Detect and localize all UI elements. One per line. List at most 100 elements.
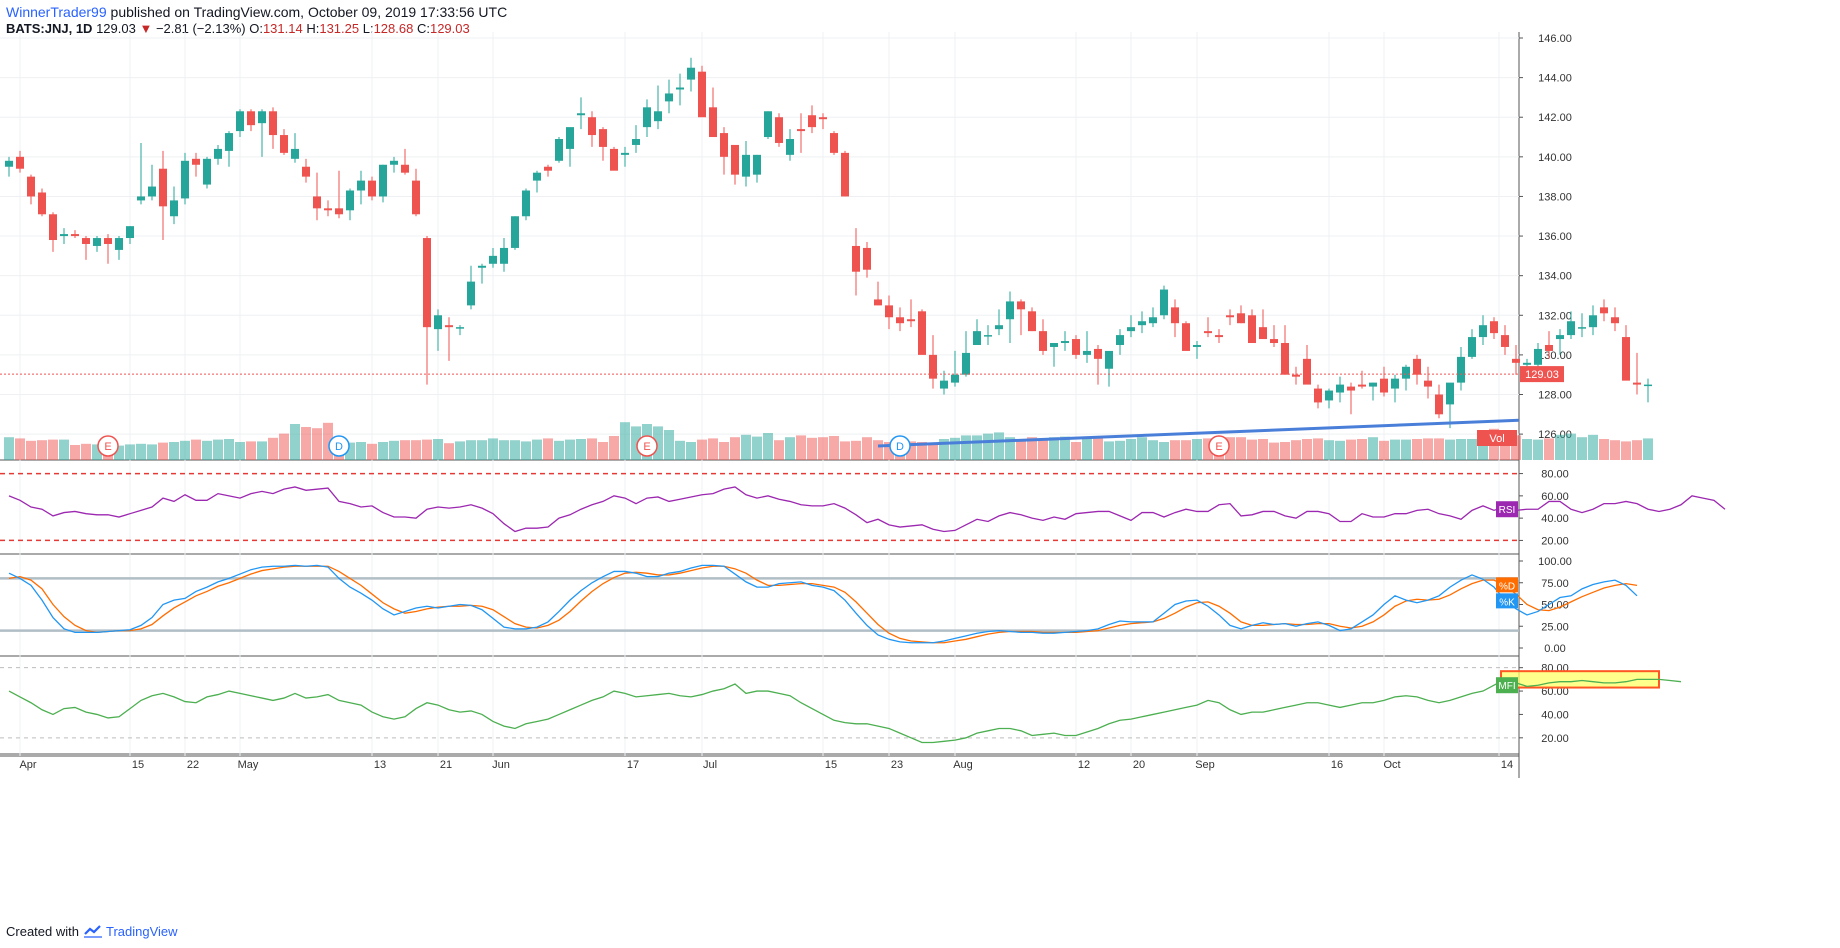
candle-body — [709, 107, 717, 138]
candle-body — [1160, 289, 1168, 316]
candle-body — [401, 164, 409, 173]
volume-bar — [983, 433, 993, 460]
volume-bar — [1390, 439, 1400, 460]
candle-body — [654, 111, 662, 122]
candle-body — [1061, 341, 1069, 344]
low-value: 128.68 — [373, 21, 414, 36]
volume-bar — [1313, 438, 1323, 460]
volume-bar — [499, 440, 509, 460]
volume-bar — [1082, 439, 1092, 460]
volume-bar — [1049, 437, 1059, 460]
volume-bar — [1016, 440, 1026, 460]
volume-bar — [1610, 440, 1620, 460]
candle-body — [379, 164, 387, 197]
volume-bar — [1412, 439, 1422, 460]
volume-bar — [1500, 438, 1510, 460]
candle-body — [159, 168, 167, 207]
volume-bar — [246, 441, 256, 460]
candle-body — [1369, 382, 1377, 387]
price-tick-label: 140.00 — [1538, 152, 1572, 164]
tradingview-brand[interactable]: TradingView — [106, 924, 178, 939]
candle-body — [1072, 339, 1080, 355]
candle-body — [1391, 378, 1399, 389]
volume-bar — [235, 442, 245, 460]
earnings-marker — [97, 435, 119, 457]
candle-body — [1622, 337, 1630, 381]
candle-body — [258, 111, 266, 124]
volume-bar — [455, 441, 465, 460]
candle-body — [1336, 384, 1344, 393]
dividend-marker — [328, 435, 350, 457]
volume-bar — [554, 440, 564, 460]
candle-body — [731, 144, 739, 175]
candle-body — [1402, 366, 1410, 379]
candle-body — [478, 265, 486, 268]
volume-bar — [664, 430, 674, 460]
stoch-k-tag-text: %K — [1499, 597, 1515, 608]
candle-body — [1435, 394, 1443, 415]
volume-bar — [4, 437, 14, 460]
volume-bar — [1104, 441, 1114, 460]
volume-bar — [1379, 440, 1389, 460]
candle-body — [1325, 390, 1333, 401]
volume-bar — [785, 437, 795, 460]
time-tick-label: 12 — [1078, 759, 1090, 771]
publish-info: WinnerTrader99 published on TradingView.… — [6, 4, 507, 20]
volume-bar — [1181, 440, 1191, 460]
candle-body — [170, 200, 178, 217]
rsi-tag — [1496, 501, 1518, 518]
indicator-tick-label: 0.00 — [1544, 643, 1565, 655]
candle-body — [566, 127, 574, 149]
volume-bar — [37, 440, 47, 460]
volume-bar — [136, 443, 146, 460]
volume-bar — [950, 437, 960, 460]
volume-bar — [532, 439, 542, 460]
candle-body — [82, 238, 90, 244]
stoch-k-tag — [1496, 593, 1518, 609]
candle-body — [764, 111, 772, 138]
candle-body — [247, 111, 255, 126]
volume-bar — [1423, 438, 1433, 460]
time-tick-label: 16 — [1331, 759, 1343, 771]
author-link[interactable]: WinnerTrader99 — [6, 4, 107, 20]
published-text: published on TradingView.com, October 09… — [110, 4, 508, 20]
time-tick-label: 20 — [1133, 759, 1145, 771]
volume-bar — [1566, 433, 1576, 460]
created-with-text: Created with — [6, 924, 79, 939]
volume-tag-text: Vol — [1489, 433, 1504, 445]
indicator-tick-label: 60.00 — [1541, 686, 1569, 698]
indicator-tick-label: 50.00 — [1541, 600, 1569, 612]
candle-body — [874, 299, 882, 306]
candle-body — [962, 352, 970, 375]
volume-bar — [807, 437, 817, 460]
volume-bar — [356, 442, 366, 460]
candle-body — [1083, 350, 1091, 355]
price-change: −2.81 (−2.13%) — [155, 21, 246, 36]
volume-bar — [1621, 441, 1631, 460]
indicator-tick-label: 40.00 — [1541, 513, 1569, 525]
volume-bar — [1203, 438, 1213, 460]
candle-body — [38, 192, 46, 215]
candle-body — [390, 160, 398, 165]
candle-body — [1556, 335, 1564, 340]
candle-body — [1545, 344, 1553, 351]
time-tick-label: Sep — [1195, 759, 1215, 771]
candle-body — [588, 117, 596, 136]
volume-bar — [1599, 439, 1609, 460]
last-price-tag-text: 129.03 — [1525, 369, 1559, 381]
candle-body — [1138, 321, 1146, 326]
candle-body — [291, 148, 299, 159]
volume-bar — [114, 445, 124, 460]
volume-bar — [829, 436, 839, 460]
volume-bar — [169, 442, 179, 460]
candle-body — [995, 325, 1003, 330]
volume-bar — [1258, 439, 1268, 460]
candle-body — [775, 117, 783, 143]
candle-body — [1600, 307, 1608, 314]
volume-bar — [70, 445, 80, 460]
volume-bar — [752, 436, 762, 460]
indicator-tick-label: 80.00 — [1541, 469, 1569, 481]
volume-tag — [1477, 430, 1517, 446]
candle-body — [1127, 327, 1135, 332]
